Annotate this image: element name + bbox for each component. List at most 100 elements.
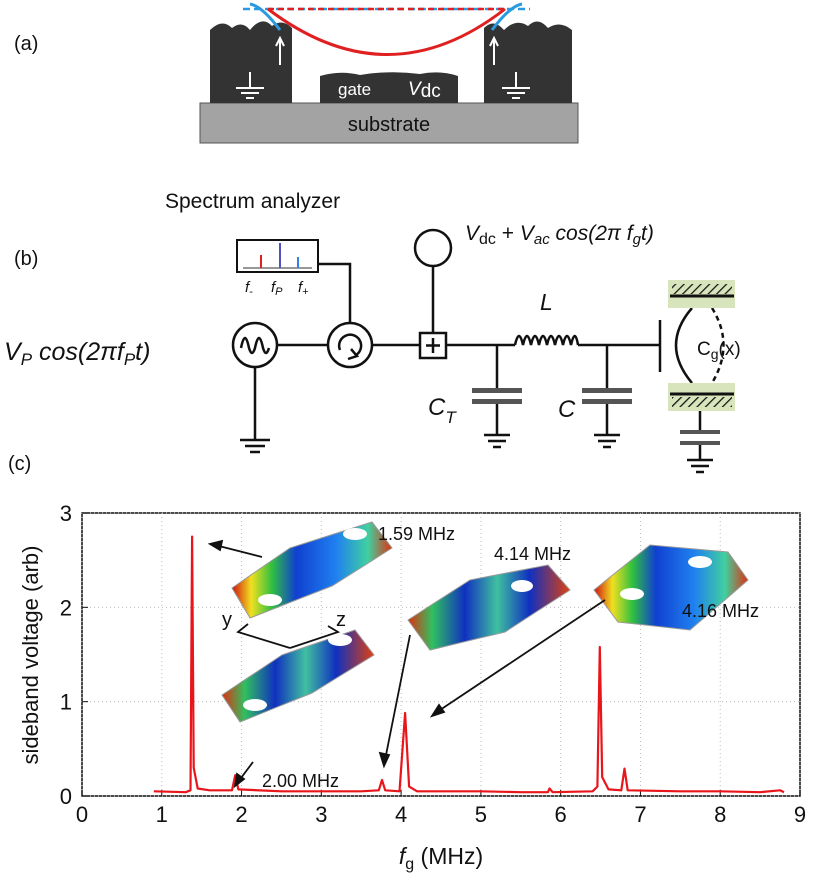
- text-part: f: [399, 843, 408, 869]
- ct-label: CT: [428, 394, 457, 427]
- annotation: 4.16 MHz: [682, 601, 759, 621]
- plus: [426, 338, 440, 353]
- analyzer-box: [236, 239, 319, 273]
- text-part: f: [271, 279, 277, 296]
- annotation: 4.14 MHz: [494, 544, 571, 564]
- x-tick-label: 0: [76, 802, 88, 827]
- hole: [243, 699, 267, 711]
- annotation: 2.00 MHz: [262, 771, 339, 791]
- panel-c: (c) sideband voltage (arb) fg (MHz) 0 1 2 3…: [8, 453, 806, 873]
- text-part: +: [496, 222, 520, 245]
- text-part: V: [408, 79, 423, 100]
- sine: [239, 336, 271, 355]
- text-part: g: [405, 856, 414, 873]
- arrows: [207, 539, 606, 789]
- circulator: [326, 321, 374, 369]
- summer: [418, 331, 448, 360]
- x-tick-label: 9: [794, 802, 806, 827]
- mode-shape: [221, 629, 375, 723]
- bias-source: [413, 228, 453, 268]
- text-part: (MHz): [414, 843, 483, 869]
- electrode: [672, 284, 732, 294]
- text-part: (x): [719, 339, 741, 360]
- ground-symbols: [236, 35, 530, 99]
- c-label: C: [558, 396, 576, 423]
- hole: [328, 634, 352, 646]
- data-line: [153, 535, 785, 794]
- x-tick-label: 1: [156, 802, 168, 827]
- membrane: [267, 7, 506, 56]
- wiring: [240, 262, 725, 474]
- hole: [511, 580, 533, 592]
- peak-label: fP: [271, 279, 283, 298]
- peak-label: f-: [245, 279, 253, 298]
- annotation: z: [336, 609, 346, 631]
- x-axis-label: fg (MHz): [399, 843, 483, 873]
- text-part: t): [641, 222, 654, 245]
- contact: [210, 21, 292, 103]
- text-part: g: [711, 346, 719, 362]
- text-part: t): [135, 338, 150, 366]
- panel-label: (b): [14, 248, 38, 270]
- mode-shape: [231, 521, 393, 619]
- x-tick-label: 2: [235, 802, 247, 827]
- y-tick-label: 1: [60, 690, 72, 715]
- text-part: g: [633, 231, 642, 248]
- substrate: [199, 102, 579, 144]
- text-part: P: [275, 286, 283, 298]
- vdc-label: Vdc: [408, 79, 441, 102]
- annotation: 1.59 MHz: [378, 524, 455, 544]
- mode-insets: [207, 521, 749, 789]
- annotation: y: [222, 609, 232, 631]
- electrode: [672, 397, 732, 407]
- contact: [484, 21, 572, 104]
- y-tick-label: 0: [60, 784, 72, 809]
- hole: [343, 528, 367, 540]
- text-part: ac: [534, 231, 550, 248]
- text-part: P: [21, 350, 33, 369]
- analyzer-label: Spectrum analyzer: [165, 190, 340, 213]
- substrate-label: substrate: [348, 114, 430, 136]
- y-axis-label: sideband voltage (arb): [18, 546, 43, 765]
- gate-label: gate: [338, 80, 371, 99]
- y-tick-label: 2: [60, 595, 72, 620]
- text-part: dc: [479, 231, 496, 248]
- inductor-label: L: [540, 289, 553, 315]
- text-part: f: [298, 279, 304, 296]
- peak-label: f+: [298, 279, 309, 298]
- x-tick-label: 3: [315, 802, 327, 827]
- text-part: dc: [421, 81, 441, 102]
- capacitor-plates: [472, 388, 720, 445]
- x-tick-label: 6: [555, 802, 567, 827]
- y-tick-label: 3: [60, 501, 72, 526]
- x-tick-label: 4: [395, 802, 407, 827]
- mode-shape: [593, 544, 749, 631]
- text-part: -: [249, 286, 253, 298]
- text-part: f: [245, 279, 251, 296]
- x-tick-label: 8: [714, 802, 726, 827]
- text-part: C: [697, 339, 711, 360]
- text-part: T: [445, 408, 457, 427]
- text-part: +: [302, 286, 309, 298]
- membrane-edge: [249, 2, 523, 31]
- hole: [688, 556, 712, 568]
- source-label: VP cos(2πfPt): [4, 338, 150, 369]
- panel-label: (c): [8, 453, 31, 475]
- text-part: V: [520, 222, 536, 245]
- x-tick-label: 5: [475, 802, 487, 827]
- source: [231, 321, 279, 369]
- hole: [258, 594, 282, 606]
- x-tick-label: 7: [634, 802, 646, 827]
- hole: [620, 588, 644, 600]
- gate-block: [320, 72, 458, 103]
- bias-label: Vdc + Vac cos(2π fgt): [465, 222, 654, 248]
- text-part: cos(2π f: [550, 222, 635, 245]
- text-part: C: [428, 394, 446, 421]
- circulator-arrow: [337, 333, 363, 361]
- panel-b: (b) Spectrum analyzer f- fP f+: [4, 190, 741, 474]
- text-part: V: [4, 338, 23, 366]
- cg-label: Cg(x): [697, 339, 741, 362]
- panel-label: (a): [14, 33, 38, 55]
- text-part: cos(2πf: [32, 338, 127, 366]
